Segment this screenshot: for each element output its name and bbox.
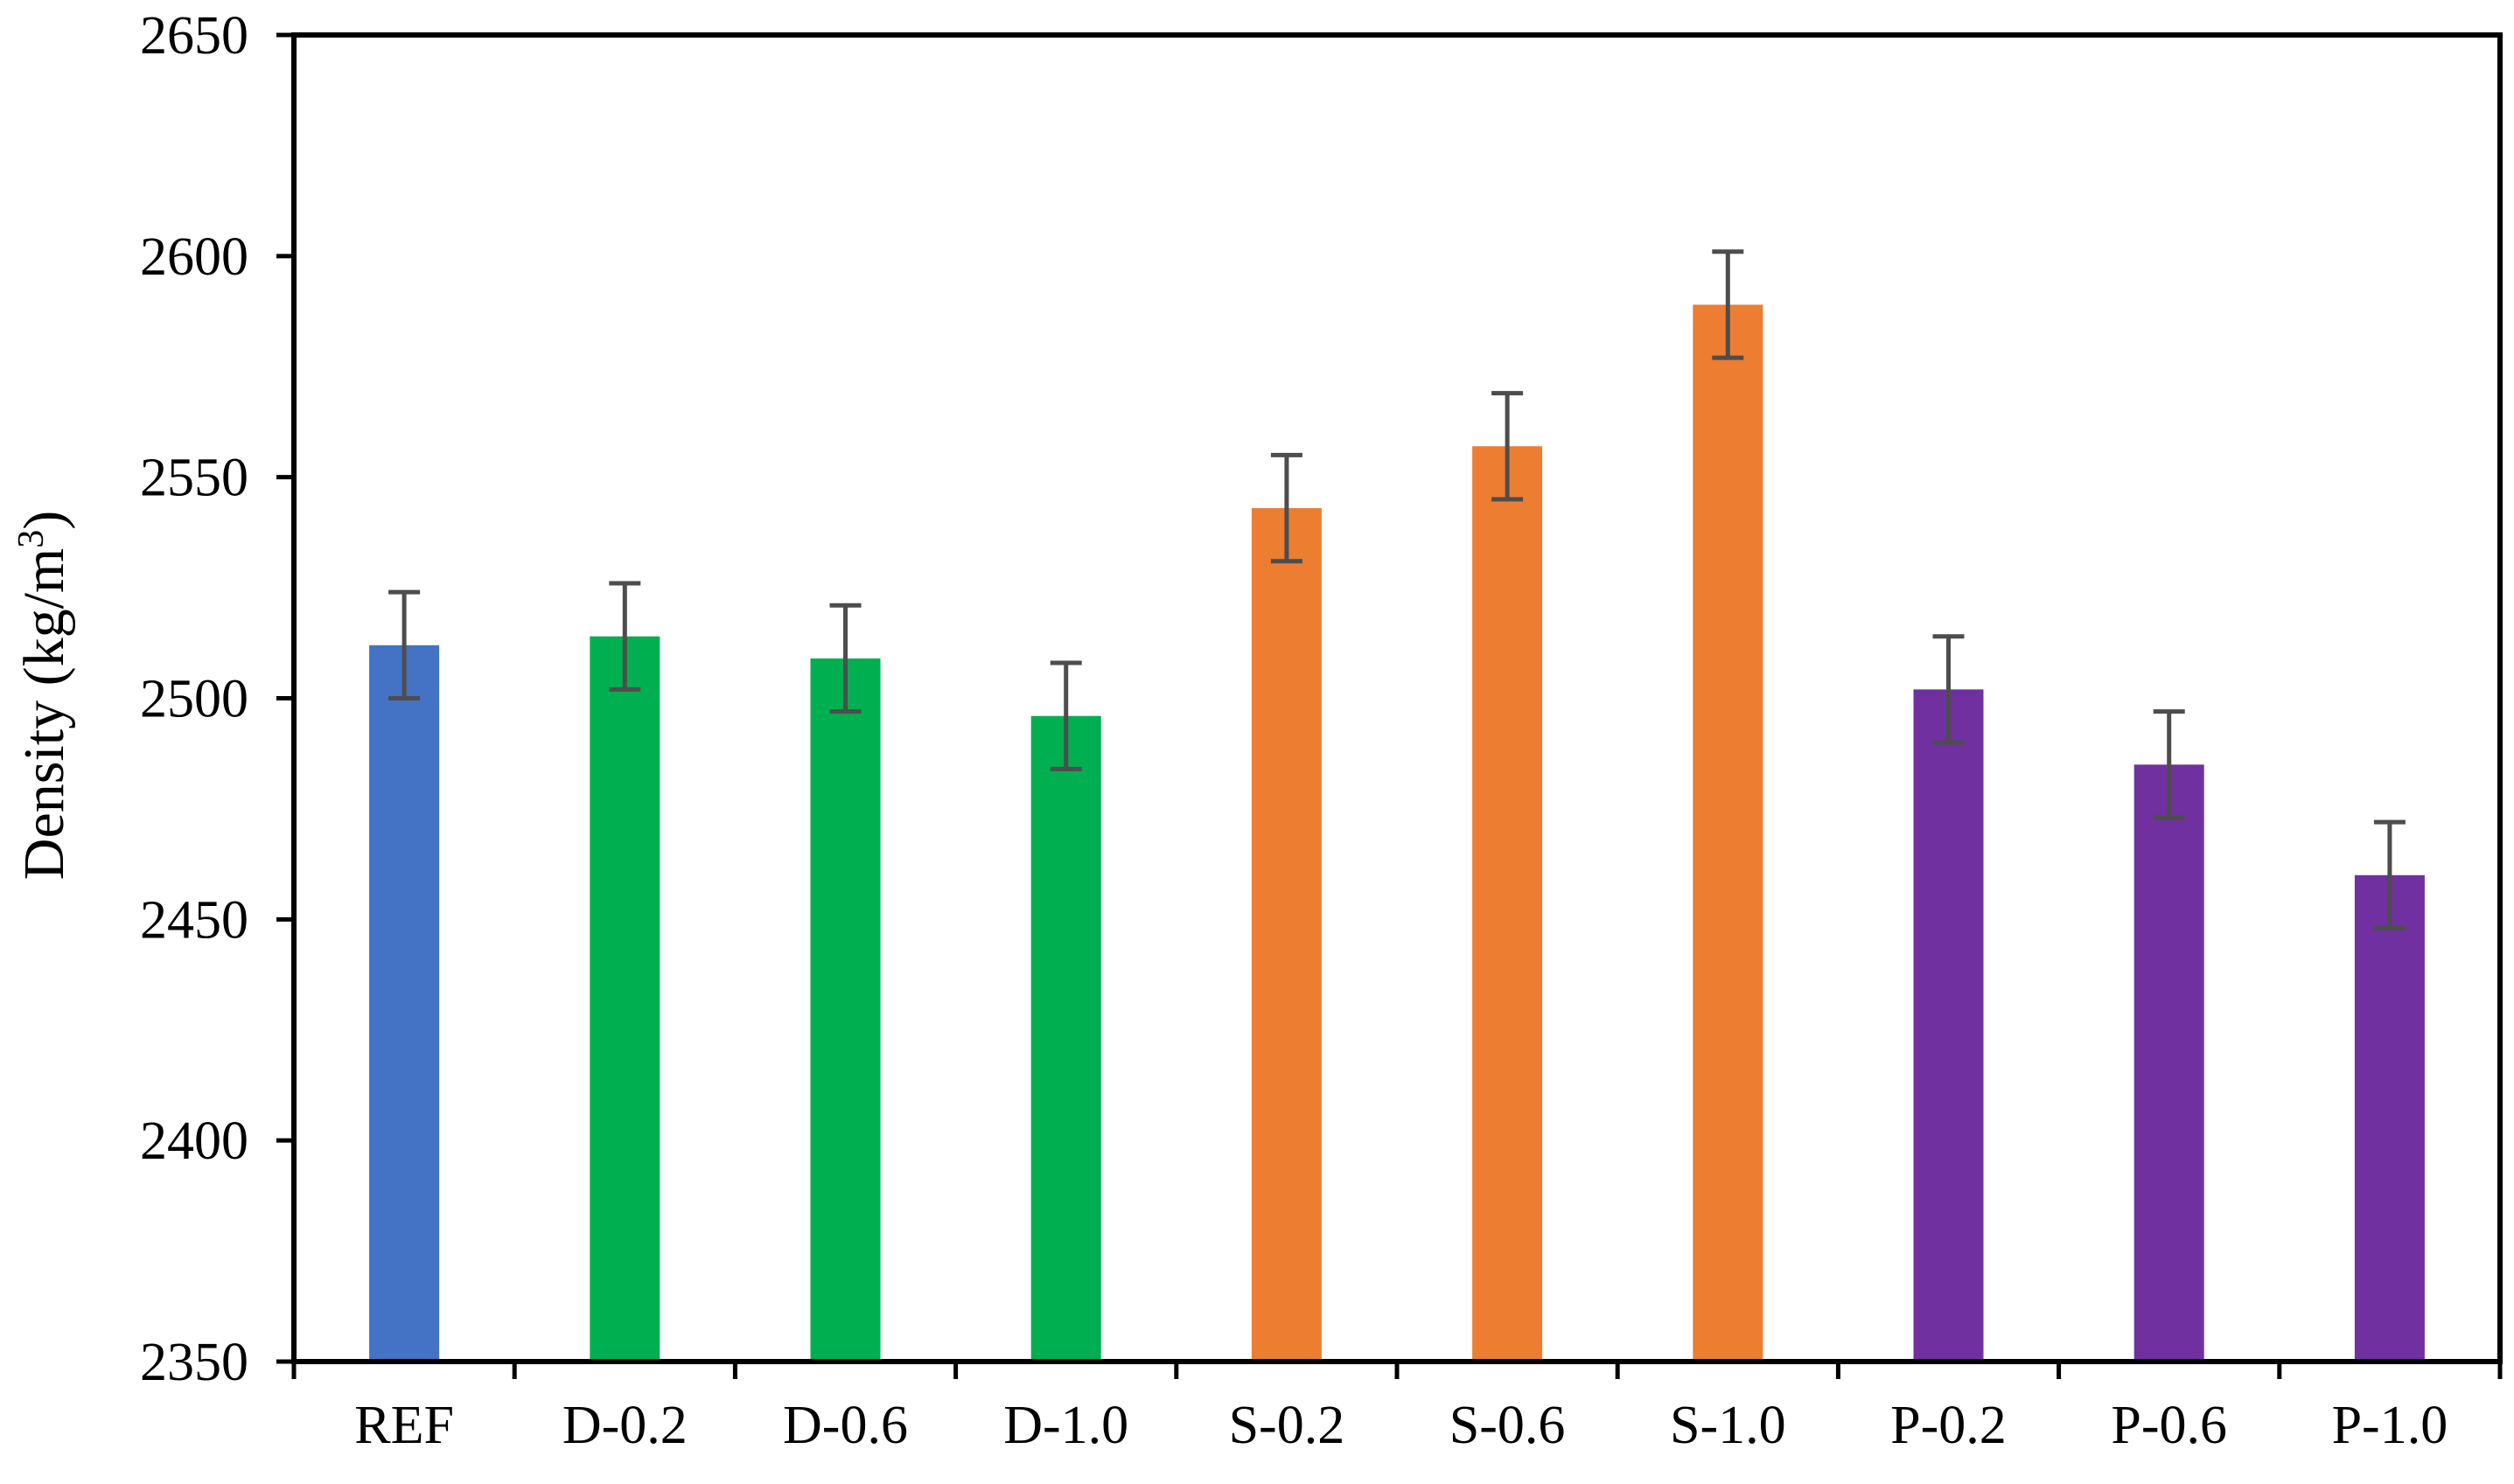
- bar-d-0-6: [810, 658, 881, 1362]
- bar-p-0-6: [2133, 764, 2204, 1362]
- bar-s-0-6: [1472, 446, 1543, 1362]
- bar-s-1-0: [1693, 304, 1763, 1362]
- x-tick-label-p-1-0: P-1.0: [2332, 1396, 2448, 1455]
- x-tick-label-d-0-2: D-0.2: [562, 1396, 688, 1455]
- error-bar-s-1-0: [1712, 249, 1744, 360]
- y-axis-title-main: Density (kg/m: [12, 548, 76, 880]
- x-tick-label-p-0-2: P-0.2: [1890, 1396, 2007, 1455]
- error-bar-s-0-2: [1270, 452, 1302, 564]
- x-tick-label-s-0-2: S-0.2: [1229, 1396, 1345, 1455]
- x-tick-label-p-0-6: P-0.6: [2111, 1396, 2227, 1455]
- x-tick-label-s-1-0: S-1.0: [1670, 1396, 1786, 1455]
- bar-p-0-2: [1913, 689, 1984, 1362]
- x-tick-label-s-0-6: S-0.6: [1449, 1396, 1566, 1455]
- y-tick-label-2400: 2400: [140, 1111, 248, 1171]
- bar-d-1-0: [1030, 715, 1101, 1362]
- labels-layer: REF D-0.2 D-0.6 D-1.0 S-0.2 S-0.6 S-1.0 P-0.2 P-…: [140, 6, 2448, 1455]
- bar-p-1-0: [2354, 874, 2425, 1362]
- x-tick-label-ref: REF: [354, 1396, 454, 1455]
- error-bar-s-0-6: [1491, 391, 1524, 502]
- bars-layer: [369, 304, 2425, 1362]
- error-bar-ref: [388, 589, 421, 700]
- y-tick-label-2350: 2350: [140, 1333, 248, 1392]
- y-tick-label-2500: 2500: [140, 670, 248, 729]
- error-bar-p-0-2: [1932, 634, 1965, 745]
- y-tick-label-2550: 2550: [140, 449, 248, 508]
- y-tick-label-2600: 2600: [140, 227, 248, 287]
- y-tick-label-2650: 2650: [140, 6, 248, 66]
- error-bars-layer: [388, 249, 2406, 930]
- error-bar-p-0-6: [2153, 709, 2185, 820]
- axes-layer: [276, 32, 2503, 1379]
- y-axis-title-suffix: ): [12, 511, 76, 530]
- x-tick-label-d-1-0: D-1.0: [1003, 1396, 1128, 1455]
- error-bar-d-0-2: [609, 581, 641, 692]
- x-tick-label-d-0-6: D-0.6: [783, 1396, 908, 1455]
- y-axis-title: Density (kg/m3): [11, 511, 76, 880]
- error-bar-d-0-6: [829, 603, 862, 714]
- error-bar-p-1-0: [2373, 819, 2406, 930]
- y-axis-title-superscript: 3: [11, 530, 52, 548]
- error-bar-d-1-0: [1050, 660, 1082, 771]
- y-tick-label-2450: 2450: [140, 890, 248, 950]
- bar-s-0-2: [1251, 508, 1322, 1362]
- bar-ref: [369, 644, 440, 1362]
- bar-d-0-2: [590, 636, 660, 1362]
